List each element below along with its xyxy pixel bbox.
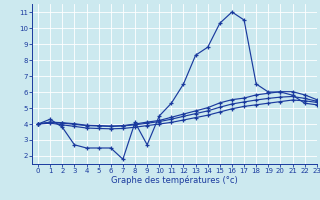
X-axis label: Graphe des températures (°c): Graphe des températures (°c) xyxy=(111,176,238,185)
